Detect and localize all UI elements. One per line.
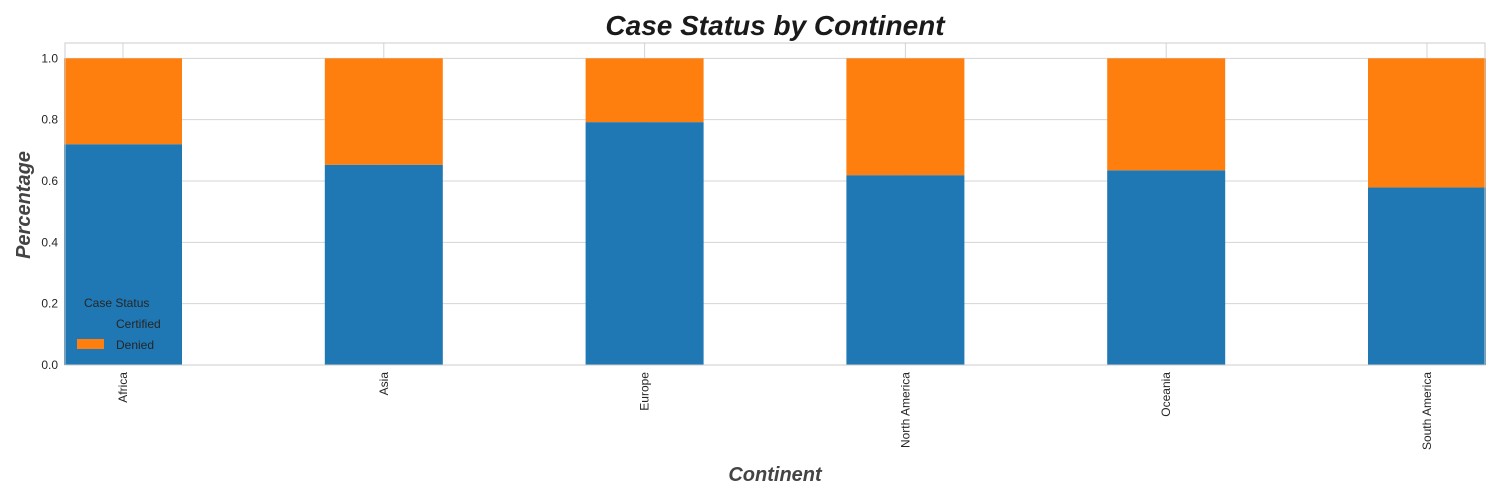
y-tick-label: 0.8 xyxy=(41,113,58,127)
x-tick-label: Africa xyxy=(116,372,130,403)
x-tick-label: North America xyxy=(898,372,912,448)
y-axis: 0.0 0.2 0.4 0.6 0.8 1.0 xyxy=(41,51,58,372)
legend-swatch-certified xyxy=(77,318,104,328)
y-tick-label: 0.2 xyxy=(41,297,58,311)
bars xyxy=(64,58,1486,366)
legend-label-certified: Certified xyxy=(116,317,161,331)
x-tick-label: Oceania xyxy=(1159,372,1173,417)
bar-denied-south-america xyxy=(1368,58,1486,188)
x-tick-label: Asia xyxy=(377,372,391,396)
y-tick-label: 0.4 xyxy=(41,235,58,249)
plot-frame xyxy=(64,42,1486,366)
bar-denied-europe xyxy=(585,58,704,123)
bar-denied-north-america xyxy=(846,58,965,176)
bar-certified-south-america xyxy=(1368,187,1486,365)
bar-denied-oceania xyxy=(1107,58,1226,171)
legend-label-denied: Denied xyxy=(116,338,154,352)
grid xyxy=(65,43,1485,366)
bar-certified-oceania xyxy=(1107,170,1226,365)
legend-swatch-denied xyxy=(77,339,104,349)
chart-title: Case Status by Continent xyxy=(605,10,946,41)
x-axis-label: Continent xyxy=(728,464,823,486)
bar-denied-africa xyxy=(64,58,182,145)
x-axis: Africa Asia Europe North America Oceania Sout… xyxy=(116,372,1434,450)
bar-certified-africa xyxy=(64,144,182,365)
bar-denied-asia xyxy=(324,58,443,165)
y-tick-label: 0.6 xyxy=(41,174,58,188)
bar-certified-north-america xyxy=(846,175,965,365)
x-tick-label: Europe xyxy=(638,372,652,411)
bar-certified-europe xyxy=(585,122,704,366)
y-tick-label: 1.0 xyxy=(41,51,58,65)
bar-certified-asia xyxy=(324,164,443,365)
legend: Case Status Certified Denied xyxy=(77,296,161,352)
y-tick-label: 0.0 xyxy=(41,358,58,372)
y-axis-label: Percentage xyxy=(13,151,35,259)
x-tick-label: South America xyxy=(1420,372,1434,450)
legend-title: Case Status xyxy=(84,296,149,310)
